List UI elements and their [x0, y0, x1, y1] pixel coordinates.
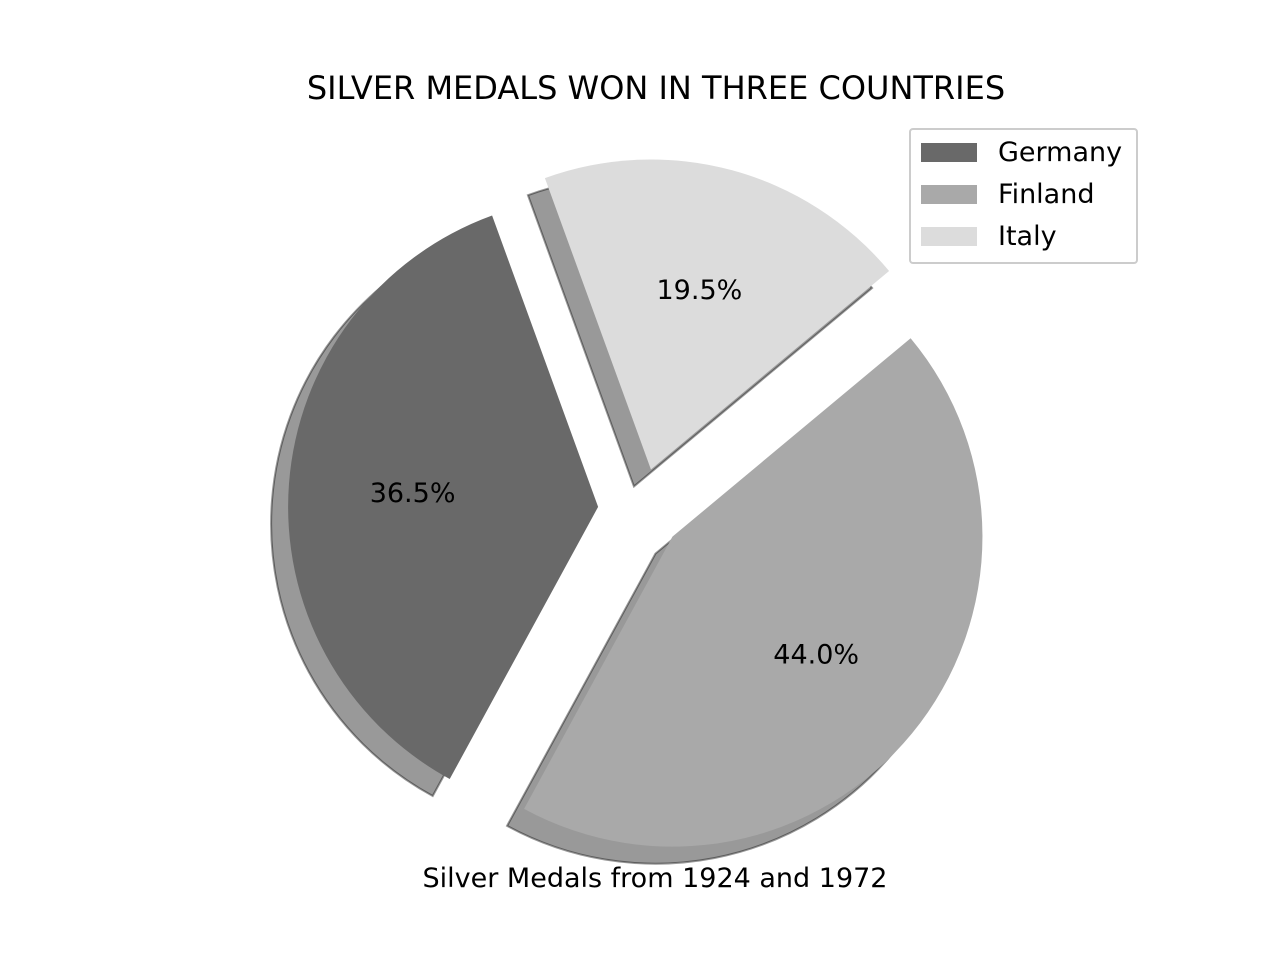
pie-slice-italy	[544, 159, 890, 470]
legend-label-finland: Finland	[998, 179, 1094, 210]
legend-swatch-finland	[921, 185, 977, 204]
legend-swatch-germany	[921, 143, 977, 162]
legend: Germany Finland Italy	[909, 128, 1138, 264]
pie-slice-germany	[288, 215, 599, 780]
pie-percent-labels: 36.5% 44.0% 19.5%	[370, 275, 859, 671]
legend-label-italy: Italy	[998, 221, 1057, 252]
pie-percent-label-germany: 36.5%	[370, 478, 456, 509]
legend-swatch-italy	[921, 227, 977, 246]
legend-label-germany: Germany	[998, 137, 1122, 168]
pie-slices	[288, 159, 983, 847]
pie-percent-label-italy: 19.5%	[657, 275, 743, 306]
pie-slice-finland	[524, 338, 983, 847]
chart-xlabel: Silver Medals from 1924 and 1972	[423, 863, 888, 894]
pie-percent-label-finland: 44.0%	[773, 640, 859, 671]
chart-title: SILVER MEDALS WON IN THREE COUNTRIES	[307, 69, 1005, 107]
